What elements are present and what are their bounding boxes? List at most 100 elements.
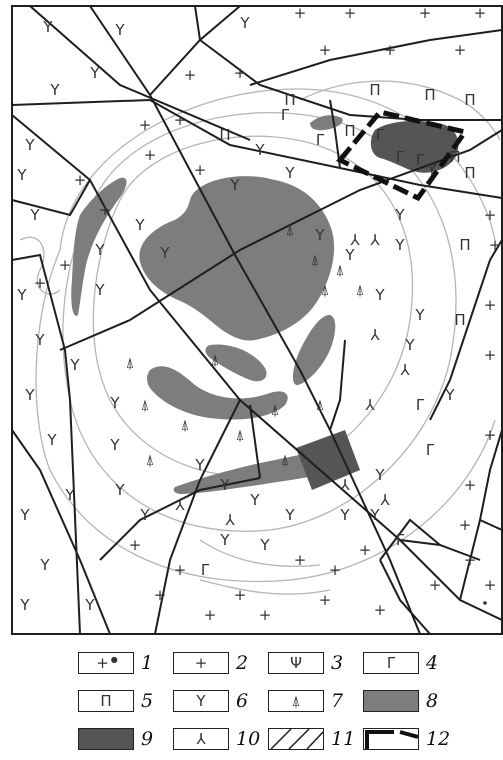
plus-symbol: + [294, 4, 307, 22]
arrow-symbol: ⍋ [315, 396, 324, 414]
fork-symbol: Y [369, 506, 380, 524]
plus-symbol: + [319, 591, 332, 609]
fork-symbol: Y [229, 176, 240, 194]
fork-symbol: Y [114, 21, 125, 39]
fork-symbol: Y [134, 216, 145, 234]
legend-symbol-box: + ● [78, 652, 134, 674]
legend-symbol-box: Y [173, 690, 229, 712]
arrow-symbol: ⍋ [140, 396, 149, 414]
legend-number: 10 [236, 728, 261, 750]
fork-symbol: Y [49, 81, 60, 99]
plus-symbol: + [184, 66, 197, 84]
fork-symbol: Y [339, 506, 350, 524]
fork-symbol: Y [19, 596, 30, 614]
fork-symbol: Y [94, 241, 105, 259]
arrow-symbol: ⍋ [145, 451, 154, 469]
pi-symbol: Π [464, 164, 475, 182]
arrow-symbol: ⍋ [355, 281, 364, 299]
fork-symbol: Y [24, 136, 35, 154]
arrow-symbol: ⍋ [270, 401, 279, 419]
pi-symbol: Π [424, 86, 435, 104]
arrow-symbol: ⍋ [235, 426, 244, 444]
gamma-symbol: Γ [396, 531, 405, 549]
plus-symbol: + [59, 256, 72, 274]
plus-symbol: + [154, 586, 167, 604]
lambda-symbol: ⅄ [339, 476, 350, 494]
fork-symbol: Y [46, 431, 57, 449]
plus-symbol: + [234, 64, 247, 82]
legend-number: 3 [331, 652, 344, 674]
pi-symbol: Π [219, 126, 230, 144]
legend-hatch-box [268, 728, 324, 750]
plus-symbol: + [464, 476, 477, 494]
dot-icon: ● [110, 654, 118, 664]
fork-symbol: Y [374, 466, 385, 484]
gamma-symbol: Γ [201, 561, 210, 579]
fork-symbol: Y [16, 166, 27, 184]
plus-symbol: + [129, 536, 142, 554]
fork-symbol: Y [239, 14, 250, 32]
fork-symbol: Y [94, 281, 105, 299]
pi-symbol: Π [369, 81, 380, 99]
fork-symbol: Y [64, 486, 75, 504]
plus-symbol: + [489, 236, 502, 254]
fork-symbol: Y [194, 456, 205, 474]
legend-symbol-box: Ψ [268, 652, 324, 674]
fork-symbol: Y [109, 394, 120, 412]
plus-symbol: + [474, 4, 487, 22]
plus-symbol: + [234, 586, 247, 604]
pi-symbol: Π [344, 122, 355, 140]
fork-symbol: Y [444, 386, 455, 404]
lambda-symbol: ⅄ [364, 396, 375, 414]
plus-symbol: + [329, 561, 342, 579]
plus-symbol: + [99, 201, 112, 219]
plus-symbol: + [34, 274, 47, 292]
legend-number: 4 [426, 652, 439, 674]
plus-symbol: + [194, 161, 207, 179]
plusdot-symbol [483, 601, 487, 605]
pi-symbol: Π [464, 91, 475, 109]
pi-symbol: Π [454, 311, 465, 329]
fork-symbol: Y [254, 141, 265, 159]
gamma-symbol: Γ [416, 396, 425, 414]
lambda-symbol: ⅄ [224, 511, 235, 529]
plus-symbol: + [419, 4, 432, 22]
legend-number: 9 [141, 728, 154, 750]
legend-number: 2 [236, 652, 249, 674]
arrow-symbol: ⍋ [210, 351, 219, 369]
fork-symbol: Y [249, 491, 260, 509]
gamma-symbol: Γ [416, 151, 425, 169]
plus-symbol: + [484, 576, 497, 594]
fork-symbol: Y [114, 481, 125, 499]
fork-symbol: Y [394, 206, 405, 224]
lambda-symbol: ⅄ [349, 231, 360, 249]
plus-symbol: + [454, 41, 467, 59]
fork-symbol: Y [29, 206, 40, 224]
gamma-symbol: Γ [281, 106, 290, 124]
plus-symbol: + [484, 346, 497, 364]
fork-symbol: Y [16, 286, 27, 304]
fork-symbol: Y [139, 506, 150, 524]
plus-symbol: + [319, 41, 332, 59]
lambda-symbol: ⅄ [174, 496, 185, 514]
arrow-symbol: ⍋ [320, 281, 329, 299]
lambda-symbol: ⅄ [399, 361, 410, 379]
arrow-symbol: ⍋ [125, 354, 134, 372]
fork-symbol: Y [404, 336, 415, 354]
gamma-symbol: Γ [426, 441, 435, 459]
fork-symbol: Y [34, 331, 45, 349]
plus-symbol: + [484, 426, 497, 444]
plus-symbol: + [74, 171, 87, 189]
gamma-symbol: Γ [396, 148, 405, 166]
fork-symbol: Y [314, 226, 325, 244]
fork-symbol: Y [259, 536, 270, 554]
plus-symbol: + [459, 516, 472, 534]
fork-symbol: Y [24, 386, 35, 404]
plus-symbol: + [359, 541, 372, 559]
legend-symbol-box: ⅄ [173, 728, 229, 750]
fork-symbol: Y [344, 246, 355, 264]
legend-number: 12 [426, 728, 451, 750]
plus-symbol: + [464, 551, 477, 569]
